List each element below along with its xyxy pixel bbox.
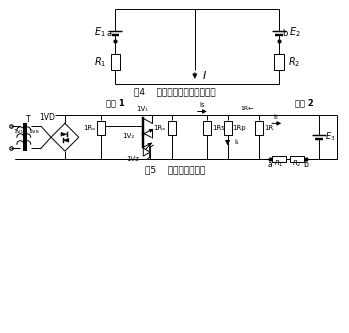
Text: 1Rₐ: 1Rₐ <box>83 125 95 131</box>
Text: Is: Is <box>199 102 205 108</box>
Text: $E_1$: $E_1$ <box>94 25 105 39</box>
Text: 电源 1: 电源 1 <box>106 99 125 108</box>
Text: 1VD: 1VD <box>39 114 55 123</box>
Text: 1v₁: 1v₁ <box>13 129 23 134</box>
Text: 1R←: 1R← <box>241 107 254 112</box>
Text: $E_2$: $E_2$ <box>289 25 301 39</box>
Bar <box>97 122 105 135</box>
Text: 图4    电源串联示意图（反串）: 图4 电源串联示意图（反串） <box>134 87 216 96</box>
Text: 1V₁: 1V₁ <box>136 107 148 113</box>
Text: T: T <box>26 115 31 124</box>
Text: $R_1$: $R_1$ <box>95 55 107 69</box>
Text: 1V₂: 1V₂ <box>122 133 134 139</box>
Bar <box>274 54 284 70</box>
Bar <box>111 54 120 70</box>
Text: I₁: I₁ <box>235 139 239 145</box>
Text: $E_3$: $E_3$ <box>325 131 336 144</box>
Text: 1Rₐ: 1Rₐ <box>153 125 165 131</box>
Text: 1Vz: 1Vz <box>126 156 139 162</box>
Text: 1Rs: 1Rs <box>212 125 225 131</box>
Text: 1R: 1R <box>265 125 274 131</box>
Polygon shape <box>63 138 69 142</box>
Text: $I$: $I$ <box>202 69 207 81</box>
Polygon shape <box>61 132 67 136</box>
Polygon shape <box>143 148 150 156</box>
Bar <box>272 156 286 162</box>
Bar <box>290 156 304 162</box>
Bar <box>224 122 231 135</box>
Text: b: b <box>304 160 308 169</box>
Bar <box>168 122 176 135</box>
Text: a: a <box>107 29 112 38</box>
Text: I₂: I₂ <box>274 115 279 121</box>
Text: 1Rp: 1Rp <box>233 125 246 131</box>
Bar <box>203 122 211 135</box>
Text: a: a <box>268 160 273 169</box>
Text: b: b <box>282 29 288 38</box>
Text: $R_2$: $R_2$ <box>292 159 302 169</box>
Text: 电源 2: 电源 2 <box>295 99 313 108</box>
Bar <box>255 122 263 135</box>
Text: $R_1$: $R_1$ <box>274 159 284 169</box>
Text: $R_2$: $R_2$ <box>288 55 300 69</box>
Text: 1vs: 1vs <box>29 129 40 134</box>
Text: 图5    电源反串等效图: 图5 电源反串等效图 <box>145 166 205 174</box>
